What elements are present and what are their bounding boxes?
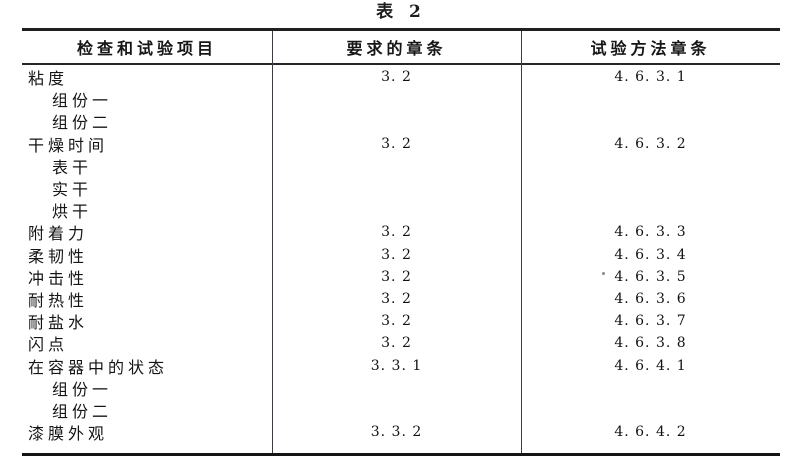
test-method-clause-cell: 4. 6. 3. 4 [614,246,687,263]
required-clause-cell: 3. 2 [381,335,412,352]
table-body: 粘度 3. 2 4. 6. 3. 1 组份一 组份二 干燥时间 3. 2 4. … [22,65,780,453]
required-clause-cell: 3. 2 [381,313,412,330]
table-row: 耐盐水 3. 2 4. 6. 3. 7 [22,310,780,332]
item-cell: 冲击性 [28,268,89,288]
item-cell: 组份一 [52,379,113,399]
table-row: 闪点 3. 2 4. 6. 3. 8 [22,332,780,354]
item-cell: 耐盐水 [28,313,89,333]
table-row: 漆膜外观 3. 3. 2 4. 6. 4. 2 [22,421,780,443]
required-clause-cell: 3. 3. 2 [370,424,423,441]
table-row: 耐热性 3. 2 4. 6. 3. 6 [22,288,780,310]
table-row: 烘干 [22,199,780,221]
test-method-clause-cell: 4. 6. 3. 1 [614,69,687,86]
item-cell: 漆膜外观 [28,424,109,444]
item-cell: 粘度 [28,69,69,89]
required-clause-cell: 3. 2 [381,69,412,86]
required-clause-cell: 3. 2 [381,224,412,241]
test-method-clause-cell: 4. 6. 3. 7 [614,313,687,330]
test-method-clause-cell: 4. 6. 3. 5 [614,268,687,285]
table-row: 粘度 3. 2 4. 6. 3. 1 [22,66,780,88]
col-header-test-method-clause: 试验方法章条 [590,39,711,58]
required-clause-cell: 3. 2 [381,246,412,263]
table-row: 附着力 3. 2 4. 6. 3. 3 [22,221,780,243]
item-cell: 耐热性 [28,290,89,310]
test-method-clause-cell: 4. 6. 3. 2 [614,135,687,152]
table-row: 组份二 [22,399,780,421]
item-cell: 附着力 [28,224,89,244]
table-header-row: 检查和试验项目 要求的章条 试验方法章条 [22,31,780,65]
table-row: 表干 [22,155,780,177]
table-row: 干燥时间 3. 2 4. 6. 3. 2 [22,133,780,155]
test-method-clause-cell: 4. 6. 3. 8 [614,335,687,352]
scan-artifact-dot [602,272,605,275]
item-cell: 闪点 [28,335,69,355]
required-clause-cell: 3. 2 [381,290,412,307]
table-caption: 表 2 [376,2,426,22]
item-cell: 柔韧性 [28,246,89,266]
test-method-clause-cell: 4. 6. 4. 2 [614,424,687,441]
item-cell: 表干 [52,157,93,177]
table-row: 组份一 [22,377,780,399]
item-cell: 组份二 [52,401,113,421]
item-cell: 实干 [52,180,93,200]
required-clause-cell: 3. 2 [381,135,412,152]
table-row: 在容器中的状态 3. 3. 1 4. 6. 4. 1 [22,354,780,377]
column-divider-left [272,31,273,453]
item-cell: 干燥时间 [28,135,109,155]
test-method-clause-cell: 4. 6. 3. 3 [614,224,687,241]
item-cell: 组份二 [52,113,113,133]
required-clause-cell: 3. 3. 1 [370,357,423,374]
col-header-required-clause: 要求的章条 [346,39,447,58]
table-row: 组份二 [22,110,780,132]
item-cell: 烘干 [52,202,93,222]
required-clause-cell: 3. 2 [381,268,412,285]
table-row: 冲击性 3. 2 4. 6. 3. 5 [22,266,780,288]
item-cell: 组份一 [52,91,113,111]
test-method-clause-cell: 4. 6. 3. 6 [614,290,687,307]
table-row: 柔韧性 3. 2 4. 6. 3. 4 [22,244,780,266]
table-row: 实干 [22,177,780,199]
column-divider-right [521,31,522,453]
col-header-item: 检查和试验项目 [76,39,217,58]
inspection-test-table: 检查和试验项目 要求的章条 试验方法章条 粘度 3. 2 4. 6. 3. 1 … [22,28,780,456]
table-row: 组份一 [22,88,780,110]
item-cell: 在容器中的状态 [28,357,169,377]
test-method-clause-cell: 4. 6. 4. 1 [614,357,687,374]
